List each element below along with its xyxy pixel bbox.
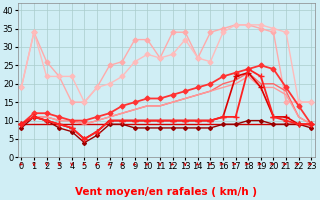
X-axis label: Vent moyen/en rafales ( km/h ): Vent moyen/en rafales ( km/h ) — [75, 187, 257, 197]
